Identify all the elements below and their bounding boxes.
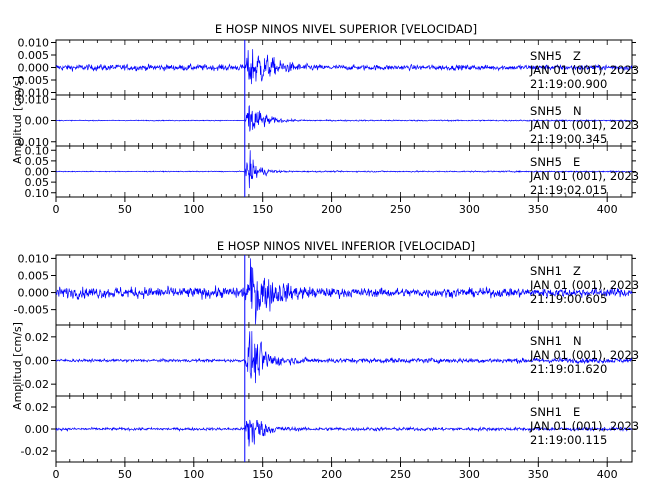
component-label: N — [573, 334, 582, 348]
y-axis-label-superior: Amplitud [cm/s] — [11, 76, 24, 164]
x-tick-label: 0 — [53, 203, 60, 216]
y-tick-label: 0.02 — [25, 401, 50, 414]
waveform-trace — [55, 419, 633, 447]
x-tick-label: 150 — [252, 203, 273, 216]
x-tick-label: 50 — [118, 468, 132, 481]
component-label: Z — [573, 49, 581, 63]
y-tick-label: 0.10 — [25, 187, 50, 200]
y-tick-label: 0.005 — [18, 269, 50, 282]
x-tick-label: 200 — [321, 468, 342, 481]
waveform-trace — [55, 258, 633, 325]
waveform-trace — [55, 331, 633, 384]
y-tick-label: 0.010 — [18, 93, 50, 106]
date-label: JAN 01 (001), 2023 — [529, 169, 639, 183]
date-label: JAN 01 (001), 2023 — [529, 419, 639, 433]
time-label: 21:19:00.345 — [530, 132, 607, 146]
component-label: E — [573, 155, 580, 169]
x-tick-label: 100 — [183, 468, 204, 481]
y-tick-label: 0.00 — [25, 166, 50, 179]
y-tick-label: 0.010 — [18, 136, 50, 149]
x-tick-label: 350 — [528, 203, 549, 216]
y-tick-label: 0.00 — [25, 423, 50, 436]
station-label: SNH5 — [530, 155, 562, 169]
x-tick-label: 400 — [597, 203, 618, 216]
y-tick-label: 0.00 — [25, 355, 50, 368]
station-label: SNH1 — [530, 405, 562, 419]
x-tick-label: 300 — [459, 203, 480, 216]
y-tick-label: -0.02 — [21, 378, 49, 391]
station-label: SNH1 — [530, 264, 562, 278]
y-tick-label: 0.10 — [25, 144, 50, 157]
station-label: SNH5 — [530, 49, 562, 63]
x-tick-label: 200 — [321, 203, 342, 216]
waveform-trace — [55, 49, 633, 85]
y-tick-label: 0.05 — [25, 176, 50, 189]
x-tick-label: 350 — [528, 468, 549, 481]
y-tick-label: 0.010 — [18, 87, 50, 100]
x-tick-label: 100 — [183, 203, 204, 216]
y-tick-label: 0.02 — [25, 331, 50, 344]
time-label: 21:19:02.015 — [530, 183, 607, 197]
x-tick-label: 0 — [53, 468, 60, 481]
time-label: 21:19:01.620 — [530, 362, 607, 376]
x-tick-label: 50 — [118, 203, 132, 216]
component-label: E — [573, 405, 580, 419]
component-label: N — [573, 104, 582, 118]
y-tick-label: 0.000 — [18, 287, 50, 300]
time-label: 21:19:00.900 — [530, 77, 607, 91]
y-tick-label: 0.05 — [25, 155, 50, 168]
date-label: JAN 01 (001), 2023 — [529, 348, 639, 362]
y-tick-label: 0.005 — [18, 74, 50, 87]
y-tick-label: 0.00 — [25, 115, 50, 128]
y-tick-label: 0.010 — [18, 252, 50, 265]
chart-title-inferior: E HOSP NINOS NIVEL INFERIOR [VELOCIDAD] — [217, 239, 475, 253]
component-label: Z — [573, 264, 581, 278]
y-tick-label: -0.005 — [14, 304, 49, 317]
station-label: SNH1 — [530, 334, 562, 348]
x-tick-label: 250 — [390, 203, 411, 216]
x-tick-label: 150 — [252, 468, 273, 481]
y-axis-label-inferior: Amplitud [cm/s] — [11, 322, 24, 410]
x-tick-label: 300 — [459, 468, 480, 481]
y-tick-label: 0.005 — [18, 49, 50, 62]
station-label: SNH5 — [530, 104, 562, 118]
y-tick-label: -0.02 — [21, 445, 49, 458]
time-label: 21:19:00.605 — [530, 292, 607, 306]
x-tick-label: 400 — [597, 468, 618, 481]
date-label: JAN 01 (001), 2023 — [529, 278, 639, 292]
date-label: JAN 01 (001), 2023 — [529, 118, 639, 132]
y-tick-label: 0.000 — [18, 62, 50, 75]
chart-title-superior: E HOSP NINOS NIVEL SUPERIOR [VELOCIDAD] — [215, 22, 477, 36]
date-label: JAN 01 (001), 2023 — [529, 63, 639, 77]
waveform-trace — [55, 150, 633, 189]
x-tick-label: 250 — [390, 468, 411, 481]
y-tick-label: 0.010 — [18, 37, 50, 50]
time-label: 21:19:00.115 — [530, 433, 607, 447]
waveform-trace — [55, 105, 633, 132]
